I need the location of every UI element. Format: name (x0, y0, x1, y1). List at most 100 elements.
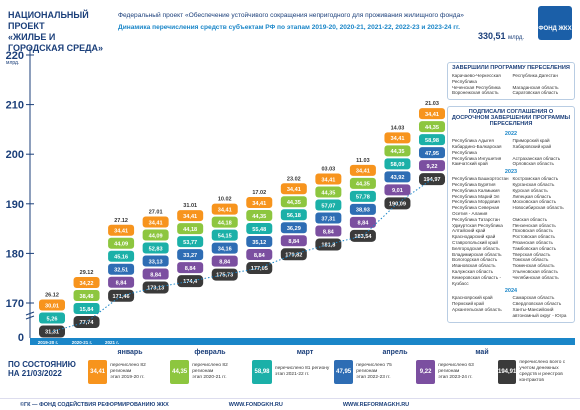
stage-pill (419, 121, 445, 133)
region: Камчатский край (452, 161, 488, 167)
stage-pill (419, 108, 445, 120)
total-label: 31,31 (45, 330, 59, 336)
stage-pill (315, 199, 342, 211)
legend-text: перечислено 75 регионам этап 2022-23 гг. (356, 363, 412, 381)
y-tick-label: 200 (6, 149, 24, 161)
total-pill (315, 238, 342, 251)
region: Ставропольский край (452, 239, 498, 245)
legend-note: перечислено 82 регионам (192, 363, 228, 374)
pill-label: 9,22 (427, 164, 438, 170)
legend-note: перечислено 63 регионам (438, 363, 474, 374)
pill-label: 56,18 (287, 213, 301, 219)
legend-note: перечислено 82 регионам (110, 363, 146, 374)
total-pill (384, 197, 411, 210)
month-label: февраль (194, 349, 226, 356)
header: НАЦИОНАЛЬНЫЙ ПРОЕКТ «ЖИЛЬЕ И ГОРОДСКАЯ СР… (8, 10, 113, 54)
pill-label: 34,16 (218, 246, 232, 252)
legend-name: этап 2022-23 гг. (356, 375, 391, 380)
region: Алтайский край (452, 228, 486, 234)
total-pill (142, 281, 169, 294)
stage-pill (349, 190, 376, 202)
region: Воронежская область (452, 90, 499, 96)
region: Удмуртская Республика (452, 222, 503, 228)
footer-text: ©ГК — ФОНД СОДЕЙСТВИЯ РЕФОРМИРОВАНИЮ ЖКХ (20, 401, 169, 408)
stage-pill (349, 164, 376, 176)
region: Пермский край (452, 301, 484, 307)
column-date: 26.12 (45, 293, 59, 299)
legend-text: перечислено всего с учетом денежных сред… (519, 360, 576, 384)
project-name: «ЖИЛЬЕ И ГОРОДСКАЯ СРЕДА» (8, 32, 104, 53)
stage-pill (315, 186, 342, 198)
stage-pill (73, 302, 100, 314)
legend-name: этап 2021-22 гг. (275, 372, 310, 377)
region: Костромская область (512, 176, 559, 182)
legend-item: 47,95 перечислено 75 регионам этап 2022-23… (334, 360, 412, 384)
region: Краснодарский край (452, 234, 496, 240)
stage-pill (211, 203, 238, 215)
region: Белгородская область (452, 245, 500, 251)
column-date: 27.01 (149, 209, 163, 215)
pill-label: 8,84 (254, 253, 266, 259)
region: Приморский край (512, 138, 550, 144)
region: Кемеровская область - Кузбасс (452, 274, 501, 286)
stage-pill (211, 242, 238, 254)
pill-label: 44,35 (425, 125, 439, 131)
region: Московская область (512, 199, 556, 205)
stage-pill (108, 263, 135, 275)
total-pill (349, 229, 376, 242)
month-label: январь (118, 349, 144, 356)
pill-label: 35,12 (252, 240, 266, 246)
region: Саратовская область (512, 90, 559, 96)
stage-pill (384, 158, 411, 170)
region: Чеченская Республика (452, 84, 501, 90)
completed-box: ЗАВЕРШИЛИ ПРОГРАММУ ПЕРЕСЕЛЕНИЯ Карачаево… (447, 62, 575, 101)
pill-label: 34,41 (287, 187, 301, 193)
legend-name: этап 2019-20 гг. (110, 375, 145, 380)
pill-label: 34,41 (252, 201, 266, 207)
region: Республика Дагестан (512, 73, 558, 78)
stage-pill (384, 171, 411, 183)
trend-line (51, 178, 433, 333)
pill-label: 38,93 (356, 208, 370, 214)
y-tick-label: 180 (6, 248, 24, 260)
legend-text: перечислено 63 регионам этап 2023-24 гг. (438, 363, 494, 381)
footer-text: WWW.FONDGKH.RU (228, 401, 283, 408)
total-label: 171,46 (113, 294, 130, 300)
total-pill (177, 275, 204, 288)
grand-total: 330,51 млрд. (478, 31, 524, 41)
stage-pill (142, 242, 169, 254)
region: Республика Северная Осетия - Алания (452, 205, 500, 216)
stage-pill (142, 229, 169, 241)
column-date: 11.03 (356, 158, 369, 164)
legend-name: этап 2020-21 гг. (192, 375, 227, 380)
region: Орловская область (512, 161, 554, 167)
stage-pill (419, 134, 445, 146)
legend-item: 58,98 перечислено 81 региону этап 2021-22 … (252, 360, 330, 384)
stage-pill (315, 212, 342, 224)
region: Республика Татарстан (452, 216, 500, 222)
panel-title: ЗАВЕРШИЛИ ПРОГРАММУ ПЕРЕСЕЛЕНИЯ (452, 65, 570, 71)
region: Республика Марий Эл (452, 193, 500, 199)
region: Калужская область (452, 268, 494, 274)
pill-label: 38,48 (80, 294, 94, 300)
pill-label: 34,41 (425, 112, 439, 118)
stage-pill (39, 312, 65, 324)
total-pill (108, 289, 135, 302)
pill-label: 8,84 (185, 266, 197, 272)
total: 330,51 (478, 31, 506, 41)
x-band (30, 338, 575, 345)
y-tick-label: 210 (6, 100, 24, 112)
pill-label: 44,18 (183, 227, 197, 233)
region: Тамбовская область (512, 245, 557, 251)
pill-label: 32,51 (114, 268, 128, 274)
footer-text: WWW.REFORMAGKH.RU (342, 401, 410, 408)
pill-label: 30,01 (45, 303, 59, 309)
stage-pill (246, 197, 273, 209)
stage-pill (142, 216, 169, 228)
stage-pill (73, 276, 100, 288)
region: Карачаево-Черкесская Республика (452, 73, 501, 84)
stage-pill (384, 184, 411, 196)
pill-label: 58,98 (425, 138, 439, 144)
region: Курганская область (512, 181, 555, 187)
